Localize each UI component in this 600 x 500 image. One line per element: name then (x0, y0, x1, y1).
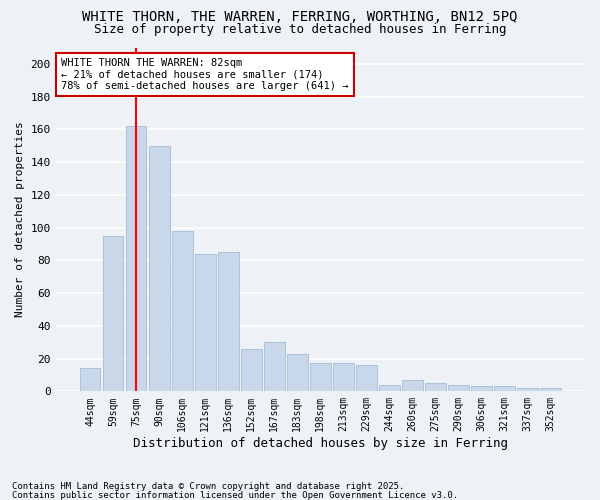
Bar (264, 342, 284, 392)
Bar (379, 385, 400, 392)
Bar (517, 388, 538, 392)
Bar (425, 383, 446, 392)
Text: WHITE THORN THE WARREN: 82sqm
← 21% of detached houses are smaller (174)
78% of : WHITE THORN THE WARREN: 82sqm ← 21% of d… (61, 58, 349, 91)
Bar (494, 386, 515, 392)
Text: WHITE THORN, THE WARREN, FERRING, WORTHING, BN12 5PQ: WHITE THORN, THE WARREN, FERRING, WORTHI… (82, 10, 518, 24)
Bar (126, 126, 146, 392)
Bar (402, 380, 423, 392)
Bar (241, 349, 262, 392)
Bar (172, 231, 193, 392)
Bar (287, 354, 308, 392)
Bar (310, 364, 331, 392)
Text: Contains HM Land Registry data © Crown copyright and database right 2025.: Contains HM Land Registry data © Crown c… (12, 482, 404, 491)
Bar (218, 252, 239, 392)
Y-axis label: Number of detached properties: Number of detached properties (15, 122, 25, 318)
X-axis label: Distribution of detached houses by size in Ferring: Distribution of detached houses by size … (133, 437, 508, 450)
Bar (471, 386, 492, 392)
Bar (103, 236, 124, 392)
Bar (448, 385, 469, 392)
Bar (195, 254, 215, 392)
Text: Size of property relative to detached houses in Ferring: Size of property relative to detached ho… (94, 22, 506, 36)
Bar (333, 364, 354, 392)
Bar (149, 146, 170, 392)
Bar (356, 365, 377, 392)
Bar (80, 368, 100, 392)
Text: Contains public sector information licensed under the Open Government Licence v3: Contains public sector information licen… (12, 490, 458, 500)
Bar (540, 388, 561, 392)
